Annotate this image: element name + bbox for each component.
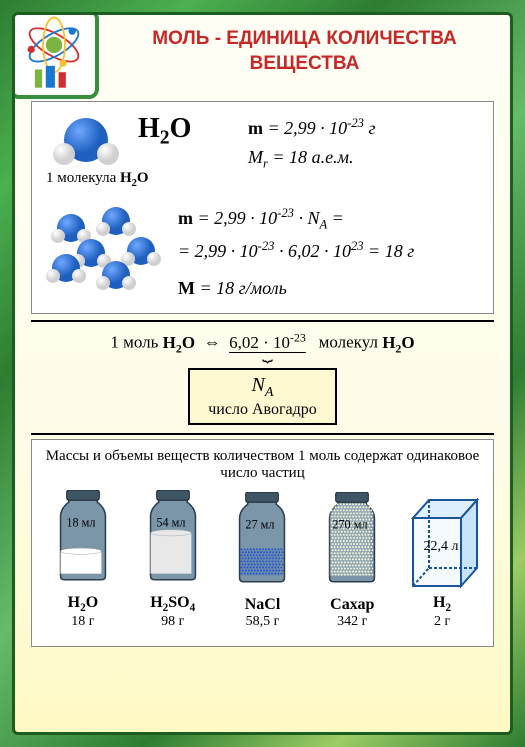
svg-text:270 мл: 270 мл bbox=[333, 518, 368, 532]
mole-relation: 1 моль H2O ⇔ 6,02 · 10-23 ⏟ молекул H2O bbox=[31, 326, 494, 360]
calc-line2: = 2,99 · 10-23 · 6,02 · 1023 = 18 г bbox=[178, 236, 479, 267]
substance-formula: H2O bbox=[42, 594, 124, 614]
substances-caption: Массы и объемы веществ количеством 1 мол… bbox=[38, 448, 487, 482]
poster-frame: МОЛЬ - ЕДИНИЦА КОЛИЧЕСТВА ВЕЩЕСТВА bbox=[0, 0, 525, 747]
svg-text:18 мл: 18 мл bbox=[66, 516, 95, 530]
avogadro-label: число Авогадро bbox=[208, 401, 317, 419]
bottle-icon: 18 мл bbox=[53, 490, 113, 590]
substance-formula: NaCl bbox=[221, 596, 303, 614]
content-area: H2O m = 2,99 · 10-23 г Mr = 18 а.е.м. 1 … bbox=[31, 101, 494, 720]
gas-cube-icon: 22,4 л bbox=[401, 490, 483, 590]
avogadro-wrapper: NA число Авогадро bbox=[31, 368, 494, 425]
bottle-icon: 27 мл bbox=[232, 492, 292, 592]
mr-line: Mr = 18 а.е.м. bbox=[248, 143, 375, 174]
substance-mass: 342 г bbox=[311, 614, 393, 630]
bottle-icon: 270 мл bbox=[322, 492, 382, 592]
substance-mass: 58,5 г bbox=[221, 614, 303, 630]
inner-panel: МОЛЬ - ЕДИНИЦА КОЛИЧЕСТВА ВЕЩЕСТВА bbox=[12, 12, 513, 735]
substance-item: 18 мл H2O18 г bbox=[42, 490, 124, 630]
molar-mass-line: M = 18 г/моль bbox=[178, 273, 479, 304]
h2o-cluster-icon bbox=[46, 203, 166, 291]
svg-text:54 мл: 54 мл bbox=[156, 516, 185, 530]
substance-mass: 2 г bbox=[401, 614, 483, 630]
substance-formula: H2SO4 bbox=[132, 594, 214, 614]
substance-item: 22,4 л H22 г bbox=[401, 490, 483, 630]
bottle-icon: 54 мл bbox=[143, 490, 203, 590]
h2o-formula: H2O bbox=[138, 113, 248, 150]
svg-text:22,4 л: 22,4 л bbox=[424, 539, 459, 554]
atom-icon bbox=[12, 12, 99, 99]
avogadro-box: NA число Авогадро bbox=[188, 368, 337, 425]
substance-formula: Сахар bbox=[311, 596, 393, 614]
poster-title: МОЛЬ - ЕДИНИЦА КОЛИЧЕСТВА ВЕЩЕСТВА bbox=[115, 27, 494, 76]
divider-2 bbox=[31, 433, 494, 435]
substance-item: 27 мл NaCl58,5 г bbox=[221, 492, 303, 630]
calc-line1: m = 2,99 · 10-23 · NA = bbox=[178, 203, 479, 236]
substance-mass: 98 г bbox=[132, 614, 214, 630]
substance-mass: 18 г bbox=[42, 614, 124, 630]
h2o-molecule-icon bbox=[46, 112, 126, 174]
svg-text:27 мл: 27 мл bbox=[246, 518, 275, 532]
mass-line: m = 2,99 · 10-23 г bbox=[248, 113, 375, 143]
substance-item: 270 мл Сахар342 г bbox=[311, 492, 393, 630]
panel-molecule: H2O m = 2,99 · 10-23 г Mr = 18 а.е.м. 1 … bbox=[31, 101, 494, 314]
substance-item: 54 мл H2SO498 г bbox=[132, 490, 214, 630]
divider bbox=[31, 320, 494, 322]
bottles-row: 18 мл H2O18 г 54 мл H2SO498 г 27 мл NaCl… bbox=[38, 490, 487, 630]
panel-substances: Массы и объемы веществ количеством 1 мол… bbox=[31, 439, 494, 647]
substance-formula: H2 bbox=[401, 594, 483, 614]
